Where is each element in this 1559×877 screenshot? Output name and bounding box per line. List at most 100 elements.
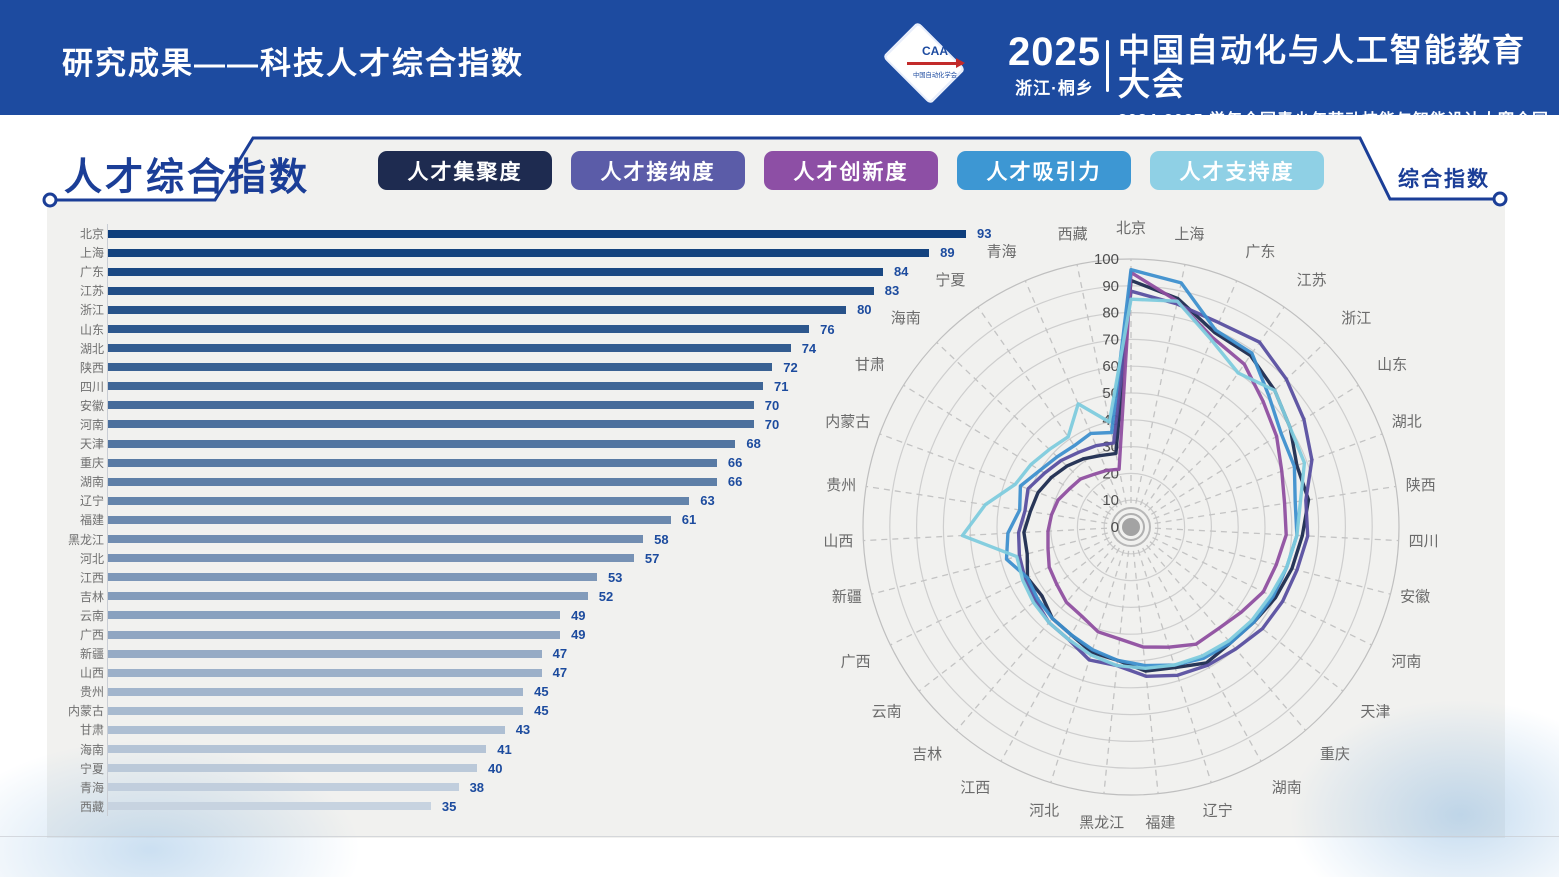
radar-category-label: 陕西 bbox=[1406, 477, 1436, 494]
bar bbox=[108, 554, 634, 563]
bar-category-label: 吉林 bbox=[79, 589, 104, 604]
bar-row: 陕西 72 bbox=[60, 357, 1020, 377]
bar-row: 浙江 80 bbox=[60, 300, 1020, 320]
bar-category-label: 湖南 bbox=[79, 475, 104, 490]
conference-title-block: 中国自动化与人工智能教育大会 2024-2025 学年全国青少年劳动技能与智能设… bbox=[1118, 33, 1559, 154]
radar-hub-ring bbox=[1111, 507, 1151, 547]
bar-value-label: 47 bbox=[552, 646, 568, 662]
radar-category-label: 辽宁 bbox=[1203, 803, 1233, 820]
bar-category-label: 安徽 bbox=[79, 398, 104, 413]
bar bbox=[108, 477, 717, 486]
radar-series-人才接纳度 bbox=[1016, 289, 1314, 678]
radar-spoke bbox=[1000, 547, 1120, 762]
bar-row: 辽宁 63 bbox=[60, 491, 1020, 511]
caa-logo: CAA 中国自动化学会 bbox=[882, 21, 977, 105]
bar-track: 89 bbox=[107, 243, 1020, 263]
radar-category-label: 山西 bbox=[823, 533, 853, 550]
radar-spoke bbox=[1151, 384, 1359, 515]
radar-category-label: 山东 bbox=[1377, 357, 1407, 374]
bar-track: 38 bbox=[107, 777, 1020, 797]
legend-button-acceptance[interactable]: 人才接纳度 bbox=[571, 151, 745, 190]
radar-category-label: 河南 bbox=[1391, 654, 1421, 671]
radar-spoke bbox=[903, 384, 1111, 515]
bar bbox=[108, 267, 883, 276]
radar-spoke bbox=[1139, 280, 1238, 506]
radar-category-label: 西藏 bbox=[1058, 226, 1088, 243]
bar bbox=[108, 611, 561, 620]
radar-spoke bbox=[1153, 433, 1383, 520]
radar-category-label: 河北 bbox=[1029, 803, 1059, 820]
conference-year-block: 2025 浙江·桐乡 bbox=[1008, 30, 1101, 99]
radar-category-label: 宁夏 bbox=[935, 272, 965, 289]
bar-row: 安徽 70 bbox=[60, 395, 1020, 415]
bar-value-label: 83 bbox=[884, 283, 900, 299]
bar-value-label: 41 bbox=[497, 741, 512, 757]
bar-row: 甘肃 43 bbox=[60, 720, 1020, 740]
radar-grid-ring bbox=[942, 338, 1320, 716]
bar bbox=[108, 458, 717, 467]
bar-category-label: 贵州 bbox=[79, 685, 104, 700]
bar-category-label: 北京 bbox=[79, 227, 104, 242]
bar-category-label: 山西 bbox=[79, 666, 104, 681]
radar-spoke bbox=[1147, 341, 1326, 511]
bar-track: 80 bbox=[107, 300, 1020, 320]
radar-spoke bbox=[1050, 549, 1125, 783]
bar-category-label: 重庆 bbox=[79, 456, 104, 471]
radar-spoke bbox=[977, 306, 1118, 508]
bar-value-label: 66 bbox=[727, 474, 743, 490]
radar-category-label: 上海 bbox=[1174, 226, 1204, 243]
bar-row: 山西 47 bbox=[60, 663, 1020, 683]
radar-series-人才吸引力 bbox=[1004, 268, 1299, 668]
header-bar: 研究成果——科技人才综合指数 CAA 中国自动化学会 2025 浙江·桐乡 中国… bbox=[0, 0, 1559, 153]
bar bbox=[108, 706, 524, 715]
bar bbox=[108, 420, 754, 429]
bar-category-label: 山东 bbox=[79, 322, 104, 337]
bar-track: 57 bbox=[107, 548, 1020, 568]
bar-track: 35 bbox=[107, 796, 1020, 816]
bar-value-label: 80 bbox=[857, 302, 872, 318]
bar-value-label: 72 bbox=[783, 359, 798, 375]
bar-value-label: 71 bbox=[774, 378, 789, 394]
radar-category-label: 甘肃 bbox=[855, 357, 885, 374]
bar-category-label: 广西 bbox=[79, 628, 104, 643]
bar-value-label: 84 bbox=[893, 264, 909, 280]
bar-value-label: 53 bbox=[607, 569, 623, 585]
bar-category-label: 宁夏 bbox=[79, 761, 104, 776]
bar-track: 52 bbox=[107, 586, 1020, 606]
bar bbox=[108, 229, 966, 238]
bar-value-label: 43 bbox=[515, 722, 531, 738]
bar bbox=[108, 325, 810, 334]
radar-category-label: 云南 bbox=[872, 704, 902, 721]
bar-category-label: 天津 bbox=[79, 437, 104, 452]
radar-tick-label: 60 bbox=[1102, 358, 1119, 375]
bar-row: 河北 57 bbox=[60, 548, 1020, 568]
radar-category-label: 天津 bbox=[1360, 704, 1390, 721]
bar-category-label: 湖北 bbox=[79, 341, 104, 356]
bar-value-label: 70 bbox=[764, 416, 780, 432]
radar-spoke bbox=[1076, 264, 1127, 504]
bar bbox=[108, 496, 690, 505]
conference-year: 2025 bbox=[1008, 30, 1101, 74]
bar-row: 河南 70 bbox=[60, 414, 1020, 435]
legend-button-innovation[interactable]: 人才创新度 bbox=[764, 151, 938, 190]
legend-button-attraction[interactable]: 人才吸引力 bbox=[957, 151, 1131, 190]
bar-row: 内蒙古 45 bbox=[60, 701, 1020, 721]
bar bbox=[108, 401, 754, 410]
bar-track: 72 bbox=[107, 357, 1020, 377]
radar-spoke bbox=[890, 536, 1110, 646]
radar-category-label: 湖北 bbox=[1392, 413, 1422, 430]
bar bbox=[108, 573, 597, 582]
radar-category-label: 四川 bbox=[1409, 533, 1439, 550]
bar-value-label: 38 bbox=[469, 779, 485, 795]
legend-button-support[interactable]: 人才支持度 bbox=[1150, 151, 1324, 190]
bar-category-label: 上海 bbox=[79, 246, 104, 261]
radar-spoke bbox=[1144, 306, 1285, 508]
bar-row: 上海 89 bbox=[60, 243, 1020, 263]
radar-category-label: 浙江 bbox=[1341, 310, 1371, 327]
bar-category-label: 海南 bbox=[79, 742, 104, 757]
panel-title: 人才综合指数 bbox=[64, 157, 311, 199]
legend-button-agglomeration[interactable]: 人才集聚度 bbox=[378, 151, 552, 190]
radar-spoke bbox=[879, 433, 1109, 520]
bar-value-label: 74 bbox=[801, 340, 817, 356]
bar-row: 北京 93 bbox=[60, 224, 1020, 244]
